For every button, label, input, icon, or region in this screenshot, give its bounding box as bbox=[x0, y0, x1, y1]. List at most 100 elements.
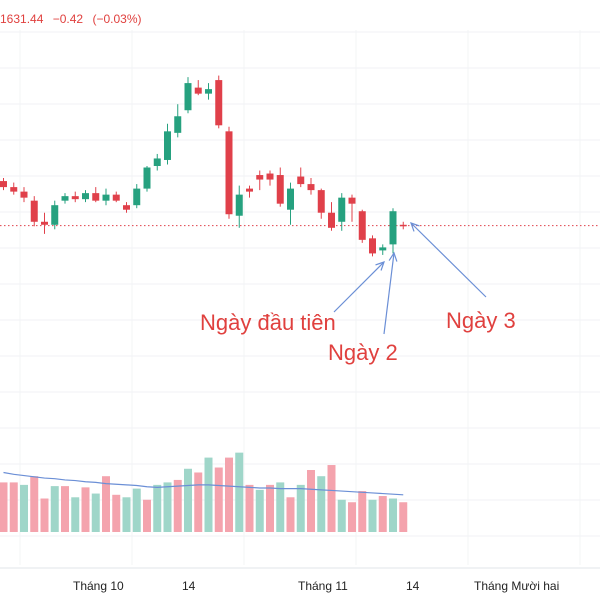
candle-body bbox=[194, 87, 202, 94]
candle-body bbox=[389, 211, 397, 245]
candle-body bbox=[205, 89, 212, 94]
volume-bar bbox=[9, 482, 18, 532]
volume-bar bbox=[153, 484, 162, 532]
candle-body bbox=[369, 238, 376, 254]
candle-body bbox=[30, 200, 38, 222]
volume-bar bbox=[235, 452, 244, 532]
candle-body bbox=[246, 188, 253, 192]
candle-body bbox=[399, 224, 407, 227]
annotation-day-2: Ngày 2 bbox=[328, 340, 398, 365]
candle-body bbox=[153, 158, 161, 166]
volume-bar bbox=[368, 499, 377, 532]
volume-bar bbox=[20, 484, 28, 532]
x-tick-label: Tháng Mười hai bbox=[474, 579, 559, 593]
arrow-day-3-head bbox=[410, 222, 420, 232]
candle-body bbox=[51, 205, 59, 225]
candle-body bbox=[0, 181, 7, 188]
volume-bar bbox=[204, 457, 213, 532]
volume-bar bbox=[358, 491, 367, 532]
candle-body bbox=[328, 212, 335, 228]
volume-pane bbox=[0, 452, 408, 532]
volume-bar bbox=[194, 472, 203, 532]
volume-bar bbox=[286, 497, 295, 532]
volume-bar bbox=[245, 484, 254, 532]
volume-bar bbox=[112, 494, 121, 532]
candle-body bbox=[164, 131, 171, 160]
price-change-pct: (−0.03%) bbox=[92, 12, 142, 26]
candle-body bbox=[123, 205, 130, 210]
volume-bar bbox=[225, 457, 233, 532]
candle-body bbox=[276, 175, 284, 204]
candle-body bbox=[215, 80, 223, 126]
annotation-day-1: Ngày đầu tiên bbox=[200, 310, 336, 335]
last-price: 1631.44 bbox=[0, 12, 44, 26]
candle-body bbox=[143, 167, 151, 189]
price-change: −0.42 bbox=[52, 12, 84, 26]
annotations: Ngày đầu tiên Ngày 2 Ngày 3 bbox=[200, 222, 516, 365]
candle-body bbox=[358, 211, 366, 240]
volume-bar bbox=[163, 482, 172, 532]
candle-body bbox=[348, 197, 356, 204]
volume-bar bbox=[378, 496, 387, 532]
candle-body bbox=[174, 116, 182, 133]
candle-body bbox=[297, 176, 305, 185]
volume-bar bbox=[317, 476, 326, 532]
candle-body bbox=[133, 188, 141, 206]
candle-body bbox=[317, 190, 325, 213]
annotation-day-3: Ngày 3 bbox=[446, 308, 516, 333]
candle-body bbox=[61, 196, 69, 201]
volume-bar bbox=[296, 484, 305, 532]
candle-body bbox=[287, 188, 294, 210]
volume-bar bbox=[327, 465, 336, 532]
volume-bar bbox=[102, 476, 110, 532]
x-axis: Tháng 10 14 Tháng 11 14 Tháng Mười hai bbox=[73, 579, 559, 593]
candle-body bbox=[225, 131, 233, 215]
volume-bar bbox=[81, 487, 90, 532]
volume-bar bbox=[132, 488, 141, 532]
x-tick-label: Tháng 10 bbox=[73, 579, 124, 593]
volume-bar bbox=[266, 484, 274, 532]
volume-bar bbox=[276, 482, 285, 532]
candle-body bbox=[92, 193, 100, 201]
volume-bar bbox=[255, 489, 264, 532]
volume-bar bbox=[40, 498, 49, 532]
candle-body bbox=[235, 194, 243, 216]
volume-bar bbox=[214, 467, 223, 532]
x-tick-label: 14 bbox=[182, 579, 196, 593]
arrow-day-3 bbox=[410, 222, 487, 298]
candle-body bbox=[379, 247, 387, 251]
volume-bar bbox=[143, 499, 151, 532]
arrow-day-1-head bbox=[375, 261, 385, 271]
candle-body bbox=[102, 194, 110, 201]
candle-body bbox=[256, 175, 264, 180]
candle-body bbox=[266, 173, 274, 180]
volume-bar bbox=[61, 486, 69, 532]
volume-bar bbox=[399, 502, 408, 532]
volume-bar bbox=[91, 493, 100, 532]
candle-body bbox=[82, 193, 89, 200]
volume-bar bbox=[50, 486, 59, 532]
candle-body bbox=[41, 221, 48, 225]
arrow-day-1 bbox=[333, 261, 385, 313]
candle-body bbox=[20, 191, 28, 198]
volume-bar bbox=[0, 482, 8, 532]
price-pane bbox=[0, 75, 600, 257]
candle-body bbox=[71, 196, 79, 200]
volume-bar bbox=[30, 476, 39, 532]
volume-bar bbox=[71, 497, 80, 532]
volume-bar bbox=[389, 498, 397, 532]
price-header: 1631.44 −0.42 (−0.03%) bbox=[0, 12, 147, 26]
volume-ma-line bbox=[3, 471, 404, 496]
x-tick-label: 14 bbox=[406, 579, 420, 593]
volume-bar bbox=[307, 470, 315, 532]
candle-body bbox=[184, 83, 192, 111]
volume-bar bbox=[337, 499, 346, 532]
candle-body bbox=[307, 184, 315, 191]
volume-bar bbox=[122, 497, 131, 532]
candle-body bbox=[10, 187, 18, 192]
arrow-day-2 bbox=[383, 252, 395, 335]
volume-bar bbox=[348, 502, 356, 532]
grid bbox=[0, 30, 600, 569]
candle-body bbox=[112, 194, 120, 201]
